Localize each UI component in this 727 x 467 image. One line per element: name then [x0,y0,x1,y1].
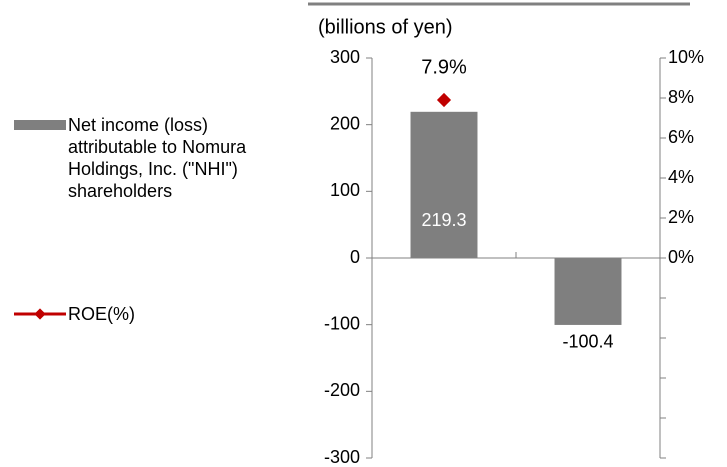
y2-tick-label: 8% [668,87,694,107]
y-tick-label: -300 [324,447,360,467]
bar-value-label: -100.4 [562,332,613,352]
legend-label: ROE(%) [68,304,135,324]
legend-label: Net income (loss) attributable to Nomura… [68,115,247,201]
y-tick-label: 0 [350,247,360,267]
y2-tick-label: 10% [668,47,704,67]
bar-value-label: 219.3 [421,210,466,230]
bar [410,111,478,258]
y2-tick-label: 4% [668,167,694,187]
legend-swatch [14,120,66,130]
y2-tick-label: 0% [668,247,694,267]
legend-swatch [14,308,66,320]
y2-tick-label: 6% [668,127,694,147]
y2-tick-label: 2% [668,207,694,227]
roe-value-label: 7.9% [421,56,467,78]
y-tick-label: 200 [330,113,360,133]
y-tick-label: 100 [330,180,360,200]
legend-item: ROE(%) [14,303,135,325]
roe-marker [436,92,452,108]
bar [554,258,622,325]
y-tick-label: 300 [330,47,360,67]
y-tick-label: -200 [324,380,360,400]
legend-item: Net income (loss) attributable to Nomura… [14,114,298,202]
axis-title: (billions of yen) [318,16,453,38]
y-tick-label: -100 [324,313,360,333]
